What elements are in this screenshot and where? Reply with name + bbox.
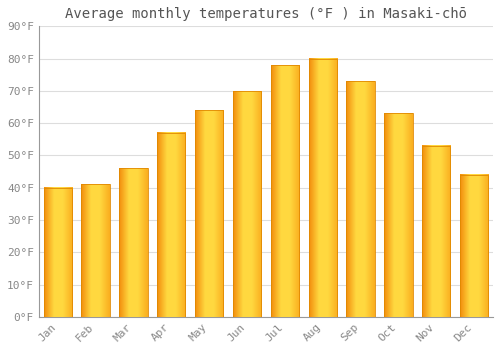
Bar bbox=[270, 65, 299, 317]
Bar bbox=[119, 168, 148, 317]
Bar bbox=[195, 110, 224, 317]
Bar bbox=[422, 146, 450, 317]
Bar bbox=[82, 184, 110, 317]
Bar bbox=[44, 188, 72, 317]
Bar bbox=[157, 133, 186, 317]
Bar bbox=[308, 58, 337, 317]
Bar bbox=[460, 175, 488, 317]
Bar bbox=[346, 81, 375, 317]
Title: Average monthly temperatures (°F ) in Masaki-chō: Average monthly temperatures (°F ) in Ma… bbox=[65, 7, 467, 21]
Bar bbox=[233, 91, 261, 317]
Bar bbox=[384, 113, 412, 317]
